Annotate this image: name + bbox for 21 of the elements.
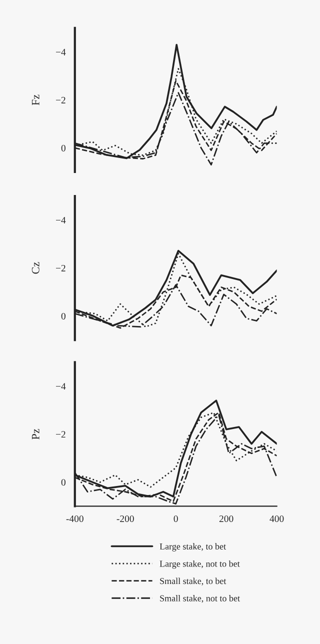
y-axis-title: Fz [32,94,40,106]
y-axis-title: Cz [32,262,40,274]
y-tick-label: 0 [61,479,66,486]
legend-label: Small stake, not to bet [160,595,240,603]
legend-label: Large stake, not to bet [160,560,240,569]
y-tick-label: 0 [61,312,66,320]
x-tick-label: 200 [219,515,234,522]
y-tick-label: −2 [56,264,66,272]
x-tick-label: -200 [116,515,134,522]
x-tick-label: 0 [174,515,178,522]
y-tick-label: −4 [56,217,66,224]
y-tick-label: 0 [61,144,66,152]
x-tick-label: 400 [270,515,284,522]
legend-label: Small stake, to bet [160,578,226,586]
y-axis-title: Pz [32,428,40,440]
x-tick-label: -400 [66,515,84,522]
y-tick-label: −2 [56,431,66,438]
legend-label: Large stake, to bet [160,543,226,552]
y-tick-label: −2 [56,96,66,104]
y-tick-label: −4 [56,383,66,390]
y-tick-label: −4 [56,48,66,56]
